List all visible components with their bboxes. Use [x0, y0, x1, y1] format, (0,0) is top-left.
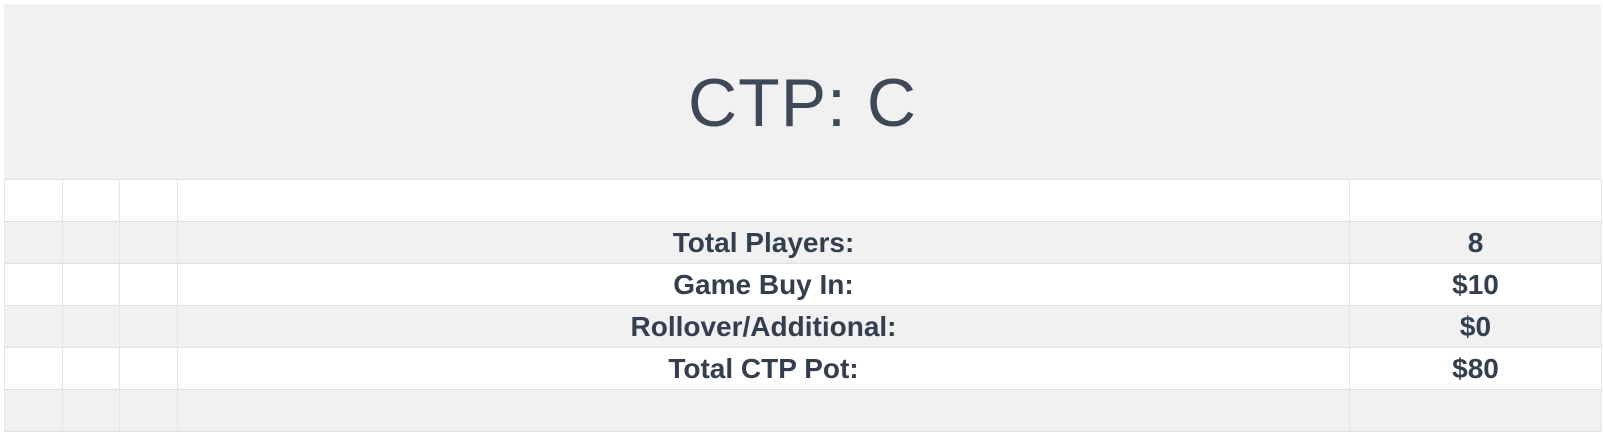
table-row-total-players: Total Players: 8	[4, 221, 1602, 264]
table-row-spacer-bottom	[4, 389, 1602, 432]
spacer-cell	[62, 263, 120, 306]
row-value: $0	[1349, 305, 1602, 348]
row-value	[1349, 389, 1602, 432]
spacer-cell	[62, 221, 120, 264]
spacer-cell	[119, 221, 178, 264]
page-container: CTP: C Total Players: 8	[4, 4, 1602, 432]
row-value: 8	[1349, 221, 1602, 264]
row-label: Game Buy In:	[177, 263, 1350, 306]
spacer-cell	[4, 263, 63, 306]
spacer-cell	[4, 221, 63, 264]
spacer-cell	[62, 305, 120, 348]
row-label: Total CTP Pot:	[177, 347, 1350, 390]
row-value: $80	[1349, 347, 1602, 390]
row-label	[177, 179, 1350, 222]
spacer-cell	[4, 179, 63, 222]
spacer-cell	[62, 347, 120, 390]
page-title: CTP: C	[688, 64, 917, 141]
table-row-game-buy-in: Game Buy In: $10	[4, 263, 1602, 306]
table-row-total-ctp-pot: Total CTP Pot: $80	[4, 347, 1602, 390]
table-row-rollover-additional: Rollover/Additional: $0	[4, 305, 1602, 348]
row-label	[177, 389, 1350, 432]
ctp-summary-table: Total Players: 8 Game Buy In: $10 Rollov…	[4, 179, 1602, 432]
spacer-cell	[4, 389, 63, 432]
spacer-cell	[119, 179, 178, 222]
row-label: Total Players:	[177, 221, 1350, 264]
spacer-cell	[119, 347, 178, 390]
row-label: Rollover/Additional:	[177, 305, 1350, 348]
row-value: $10	[1349, 263, 1602, 306]
spacer-cell	[119, 305, 178, 348]
spacer-cell	[62, 389, 120, 432]
header-banner: CTP: C	[4, 4, 1601, 179]
row-value	[1349, 179, 1602, 222]
spacer-cell	[4, 305, 63, 348]
table-row-spacer-top	[4, 179, 1602, 222]
spacer-cell	[4, 347, 63, 390]
spacer-cell	[62, 179, 120, 222]
spacer-cell	[119, 263, 178, 306]
spacer-cell	[119, 389, 178, 432]
